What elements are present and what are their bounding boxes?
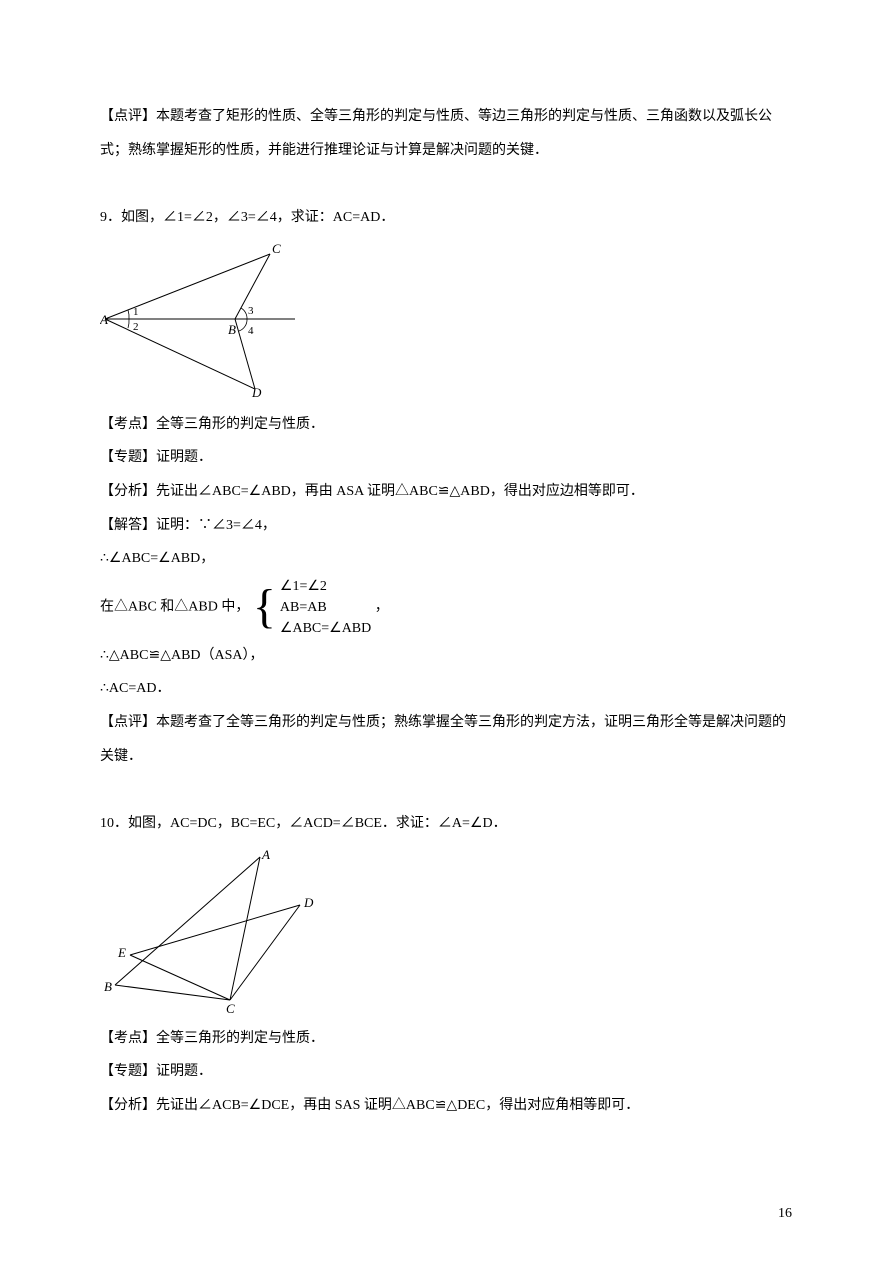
q9-zhuanti: 【专题】证明题． bbox=[100, 441, 792, 475]
fig-label-4: 4 bbox=[248, 325, 254, 337]
q10-fenxi: 【分析】先证出∠ACB=∠DCE，再由 SAS 证明△ABC≌△DEC，得出对应… bbox=[100, 1089, 792, 1123]
jieda-label: 【解答】 bbox=[100, 518, 156, 533]
zhuanti-label: 【专题】 bbox=[100, 1064, 156, 1079]
fig10-label-E: E bbox=[117, 945, 126, 960]
dianping-text: 本题考查了全等三角形的判定与性质；熟练掌握全等三角形的判定方法，证明三角形全等是… bbox=[100, 715, 786, 764]
fig10-label-C: C bbox=[226, 1001, 235, 1013]
fig10-label-B: B bbox=[104, 979, 112, 994]
system-row-2: AB=AB bbox=[280, 597, 371, 618]
q9-step2: 在△ABC 和△ABD 中， { ∠1=∠2 AB=AB ∠ABC=∠ABD ， bbox=[100, 576, 792, 639]
zhuanti-label: 【专题】 bbox=[100, 450, 156, 465]
q9-figure: A B C D 1 2 3 4 bbox=[100, 239, 792, 404]
kaodian-text: 全等三角形的判定与性质． bbox=[156, 1031, 324, 1046]
q9-title: 9．如图，∠1=∠2，∠3=∠4，求证：AC=AD． bbox=[100, 201, 792, 235]
step2-suffix: ， bbox=[375, 599, 389, 614]
fig-label-B: B bbox=[228, 322, 236, 337]
fig-label-A: A bbox=[100, 312, 108, 327]
equation-system: { ∠1=∠2 AB=AB ∠ABC=∠ABD bbox=[253, 576, 371, 639]
fenxi-text: 先证出∠ACB=∠DCE，再由 SAS 证明△ABC≌△DEC，得出对应角相等即… bbox=[156, 1098, 639, 1113]
q10-title: 10．如图，AC=DC，BC=EC，∠ACD=∠BCE．求证：∠A=∠D． bbox=[100, 807, 792, 841]
q10-figure: A B C D E bbox=[100, 845, 792, 1018]
q9-step1: ∴∠ABC=∠ABD， bbox=[100, 542, 792, 576]
fig10-label-A: A bbox=[261, 847, 270, 862]
q9-dianping: 【点评】本题考查了全等三角形的判定与性质；熟练掌握全等三角形的判定方法，证明三角… bbox=[100, 706, 792, 773]
q10-zhuanti: 【专题】证明题． bbox=[100, 1055, 792, 1089]
step2-prefix: 在△ABC 和△ABD 中， bbox=[100, 599, 249, 614]
jieda-text: 证明：∵∠3=∠4， bbox=[156, 518, 276, 533]
fig-label-2: 2 bbox=[133, 321, 139, 333]
spacer bbox=[100, 773, 792, 807]
q9-jieda: 【解答】证明：∵∠3=∠4， bbox=[100, 509, 792, 543]
q10-kaodian: 【考点】全等三角形的判定与性质． bbox=[100, 1022, 792, 1056]
fig10-label-D: D bbox=[303, 895, 314, 910]
zhuanti-text: 证明题． bbox=[156, 1064, 212, 1079]
q9-fenxi: 【分析】先证出∠ABC=∠ABD，再由 ASA 证明△ABC≌△ABD，得出对应… bbox=[100, 475, 792, 509]
kaodian-label: 【考点】 bbox=[100, 417, 156, 432]
fig-label-C: C bbox=[272, 241, 281, 256]
fenxi-label: 【分析】 bbox=[100, 484, 156, 499]
q9-step4: ∴AC=AD． bbox=[100, 672, 792, 706]
fig-label-D: D bbox=[251, 385, 262, 399]
kaodian-label: 【考点】 bbox=[100, 1031, 156, 1046]
q9-kaodian: 【考点】全等三角形的判定与性质． bbox=[100, 408, 792, 442]
system-row-1: ∠1=∠2 bbox=[280, 576, 371, 597]
dianping-label: 【点评】 bbox=[100, 715, 156, 730]
fig-label-3: 3 bbox=[248, 305, 254, 317]
fig-label-1: 1 bbox=[133, 306, 139, 318]
system-row-3: ∠ABC=∠ABD bbox=[280, 618, 371, 639]
zhuanti-text: 证明题． bbox=[156, 450, 212, 465]
commentary-paragraph: 【点评】本题考查了矩形的性质、全等三角形的判定与性质、等边三角形的判定与性质、三… bbox=[100, 100, 792, 167]
brace-icon: { bbox=[253, 583, 276, 631]
spacer bbox=[100, 167, 792, 201]
kaodian-text: 全等三角形的判定与性质． bbox=[156, 417, 324, 432]
page-number: 16 bbox=[778, 1206, 792, 1222]
fenxi-label: 【分析】 bbox=[100, 1098, 156, 1113]
fenxi-text: 先证出∠ABC=∠ABD，再由 ASA 证明△ABC≌△ABD，得出对应边相等即… bbox=[156, 484, 644, 499]
q9-step3: ∴△ABC≌△ABD（ASA）， bbox=[100, 639, 792, 673]
